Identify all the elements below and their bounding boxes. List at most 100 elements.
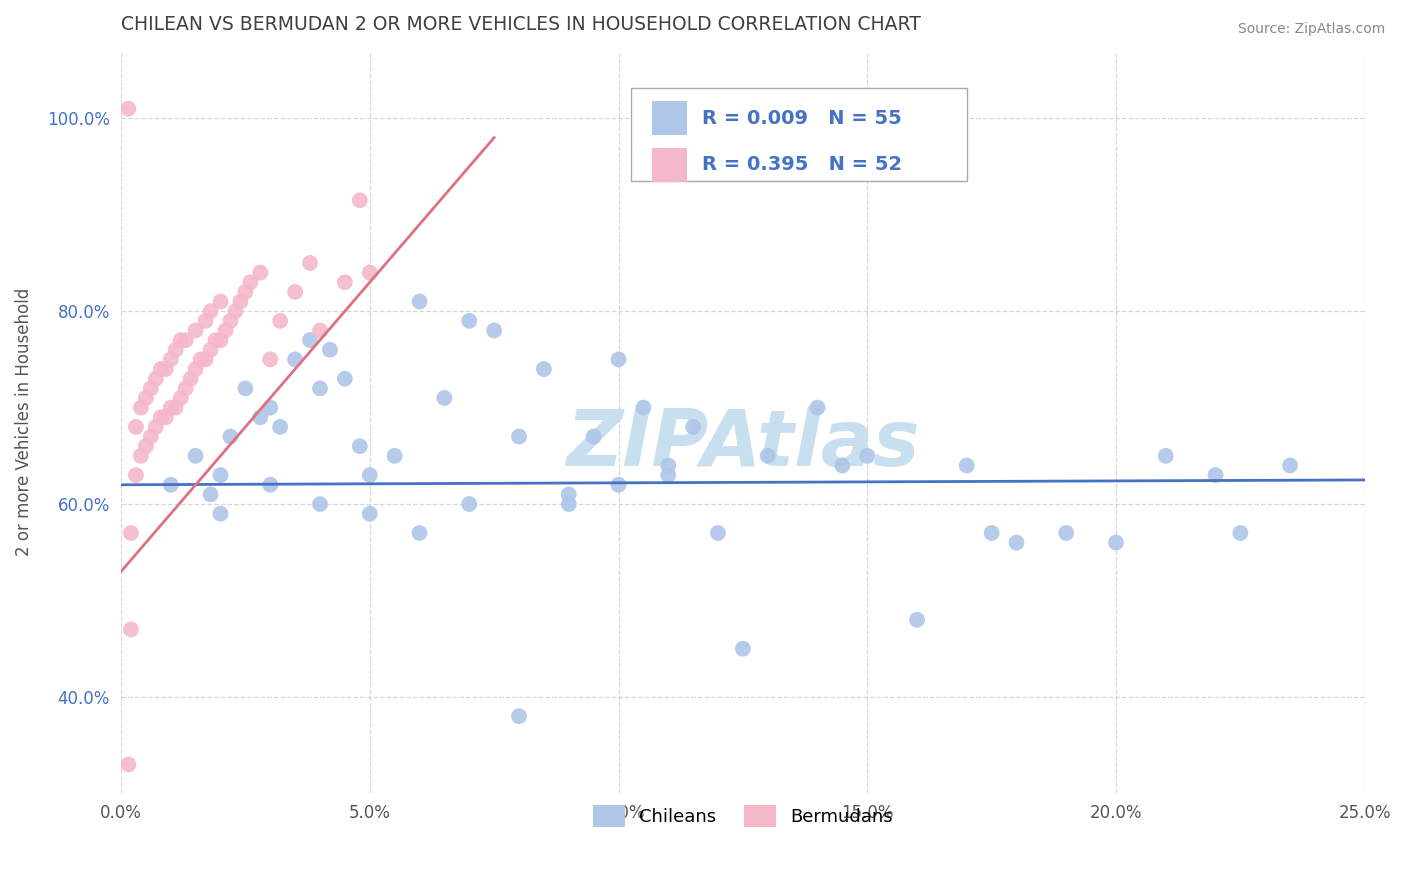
Point: [980, 526, 1002, 541]
Point: [359, 468, 381, 483]
Point: [508, 429, 530, 443]
Point: [607, 477, 630, 491]
Point: [165, 401, 187, 415]
Point: [200, 487, 222, 501]
Point: [204, 333, 226, 347]
Point: [249, 266, 271, 280]
Point: [956, 458, 979, 473]
Point: [259, 477, 281, 491]
Point: [309, 497, 332, 511]
Point: [284, 285, 307, 299]
Point: [200, 343, 222, 357]
Point: [299, 256, 322, 270]
Point: [194, 314, 217, 328]
Point: [856, 449, 879, 463]
Point: [1205, 468, 1227, 483]
Point: [558, 497, 581, 511]
Point: [333, 275, 356, 289]
Point: [135, 391, 157, 405]
Point: [333, 372, 356, 386]
Point: [1054, 526, 1077, 541]
Point: [209, 294, 232, 309]
Point: [299, 333, 322, 347]
Point: [200, 304, 222, 318]
Point: [408, 294, 430, 309]
Point: [707, 526, 730, 541]
Point: [224, 304, 246, 318]
Bar: [652, 148, 688, 181]
Point: [120, 526, 142, 541]
Legend: Chileans, Bermudans: Chileans, Bermudans: [583, 797, 903, 837]
Point: [482, 323, 505, 337]
Point: [214, 323, 236, 337]
Point: [633, 401, 655, 415]
Point: [184, 362, 207, 376]
Text: CHILEAN VS BERMUDAN 2 OR MORE VEHICLES IN HOUSEHOLD CORRELATION CHART: CHILEAN VS BERMUDAN 2 OR MORE VEHICLES I…: [121, 15, 921, 34]
Point: [319, 343, 342, 357]
Point: [657, 468, 679, 483]
Point: [125, 420, 148, 434]
FancyBboxPatch shape: [631, 88, 967, 181]
Point: [174, 333, 197, 347]
Point: [433, 391, 456, 405]
Point: [120, 623, 142, 637]
Point: [309, 323, 332, 337]
Text: R = 0.395   N = 52: R = 0.395 N = 52: [702, 155, 903, 174]
Point: [269, 420, 291, 434]
Point: [219, 429, 242, 443]
Point: [129, 449, 152, 463]
Point: [582, 429, 605, 443]
Point: [145, 372, 167, 386]
Point: [190, 352, 212, 367]
Point: [209, 507, 232, 521]
Point: [149, 362, 172, 376]
Point: [1229, 526, 1251, 541]
Point: [235, 285, 257, 299]
Point: [731, 641, 754, 656]
Point: [184, 449, 207, 463]
Point: [458, 314, 481, 328]
Point: [384, 449, 406, 463]
Point: [359, 507, 381, 521]
Point: [170, 391, 193, 405]
Text: R = 0.009   N = 55: R = 0.009 N = 55: [702, 109, 901, 128]
Text: Source: ZipAtlas.com: Source: ZipAtlas.com: [1237, 22, 1385, 37]
Bar: [652, 102, 688, 135]
Point: [269, 314, 291, 328]
Point: [239, 275, 262, 289]
Y-axis label: 2 or more Vehicles in Household: 2 or more Vehicles in Household: [15, 288, 32, 557]
Point: [209, 333, 232, 347]
Point: [458, 497, 481, 511]
Point: [607, 352, 630, 367]
Point: [756, 449, 779, 463]
Point: [174, 381, 197, 395]
Point: [806, 401, 828, 415]
Point: [149, 410, 172, 425]
Point: [117, 102, 139, 116]
Point: [249, 410, 271, 425]
Point: [170, 333, 193, 347]
Point: [235, 381, 257, 395]
Point: [139, 381, 162, 395]
Point: [165, 343, 187, 357]
Point: [1105, 535, 1128, 549]
Point: [159, 477, 181, 491]
Point: [408, 526, 430, 541]
Point: [831, 458, 853, 473]
Point: [349, 194, 371, 208]
Point: [309, 381, 332, 395]
Point: [159, 401, 181, 415]
Point: [155, 410, 177, 425]
Point: [284, 352, 307, 367]
Point: [125, 468, 148, 483]
Point: [359, 266, 381, 280]
Point: [905, 613, 928, 627]
Point: [682, 420, 704, 434]
Point: [229, 294, 252, 309]
Point: [145, 420, 167, 434]
Point: [129, 401, 152, 415]
Point: [209, 468, 232, 483]
Point: [135, 439, 157, 453]
Point: [259, 401, 281, 415]
Point: [194, 352, 217, 367]
